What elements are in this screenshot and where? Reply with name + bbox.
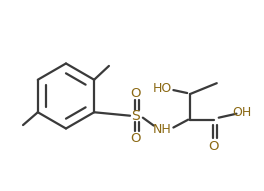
Text: O: O bbox=[209, 140, 219, 153]
Text: O: O bbox=[131, 87, 141, 100]
Text: S: S bbox=[131, 109, 140, 123]
Text: O: O bbox=[131, 132, 141, 145]
Text: HO: HO bbox=[153, 82, 172, 95]
Text: OH: OH bbox=[232, 106, 251, 119]
Text: NH: NH bbox=[153, 123, 172, 136]
